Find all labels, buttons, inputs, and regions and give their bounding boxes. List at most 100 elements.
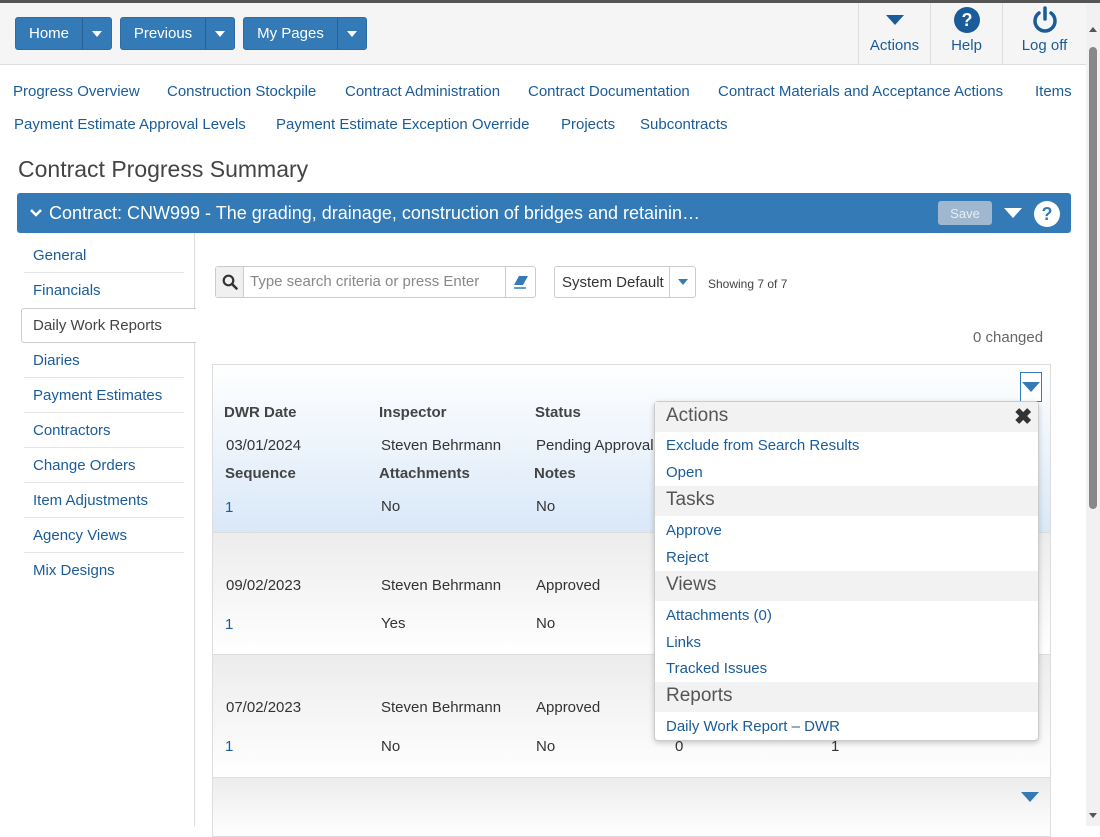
- status-value: Pending Approval: [536, 437, 654, 454]
- record-column-4-value: 0: [675, 738, 684, 755]
- chevron-down-icon: [92, 30, 102, 37]
- contract-menu-caret-icon[interactable]: [1003, 207, 1023, 219]
- nav-link-items[interactable]: Items: [1035, 83, 1072, 100]
- scroll-up-arrow-icon[interactable]: [1089, 27, 1097, 32]
- log-off-button[interactable]: Log off: [1002, 3, 1086, 65]
- nav-link-contract-administration[interactable]: Contract Administration: [345, 83, 501, 100]
- previous-label[interactable]: Previous: [121, 18, 206, 49]
- dwr-date-value: 03/01/2024: [226, 437, 302, 454]
- view-select-value: System Default: [562, 274, 664, 291]
- help-button[interactable]: ? Help: [930, 3, 1002, 65]
- sequence-link[interactable]: 1: [225, 738, 234, 755]
- sidebar-item-payment-estimates[interactable]: Payment Estimates: [33, 387, 163, 404]
- view-select[interactable]: System Default: [554, 266, 696, 298]
- window-top-border: [0, 0, 1100, 3]
- sidebar-item-general[interactable]: General: [33, 247, 87, 264]
- dwr-record-card[interactable]: [212, 777, 1051, 837]
- nav-link-progress-overview[interactable]: Progress Overview: [13, 83, 140, 100]
- vertical-scrollbar[interactable]: [1086, 3, 1100, 826]
- menu-item-attachments[interactable]: Attachments (0): [666, 607, 772, 624]
- status-value: Approved: [536, 577, 601, 594]
- previous-button[interactable]: Previous: [120, 17, 235, 50]
- menu-item-daily-work-report[interactable]: Daily Work Report – DWR: [666, 718, 840, 735]
- sidebar-item-contractors[interactable]: Contractors: [33, 422, 111, 439]
- clear-search-eraser-icon[interactable]: [505, 267, 535, 297]
- view-select-caret[interactable]: [669, 267, 695, 297]
- record-actions-toggle[interactable]: [1020, 372, 1042, 402]
- nav-link-payment-estimate-exception-override[interactable]: Payment Estimate Exception Override: [276, 116, 530, 133]
- chevron-down-icon[interactable]: [29, 207, 43, 219]
- nav-link-contract-documentation[interactable]: Contract Documentation: [528, 83, 690, 100]
- search-box: [215, 266, 536, 298]
- status-label: Status: [535, 404, 581, 421]
- sidebar-item-change-orders[interactable]: Change Orders: [33, 457, 136, 474]
- menu-item-open[interactable]: Open: [666, 464, 703, 481]
- menu-item-links[interactable]: Links: [666, 634, 702, 651]
- record-actions-toggle[interactable]: [1020, 787, 1040, 807]
- sidebar-item-mix-designs[interactable]: Mix Designs: [33, 562, 115, 579]
- menu-item-exclude-from-search[interactable]: Exclude from Search Results: [666, 437, 860, 454]
- sidebar-item-item-adjustments[interactable]: Item Adjustments: [33, 492, 149, 509]
- chevron-down-icon: [1022, 382, 1040, 392]
- chevron-down-icon: [677, 279, 688, 285]
- close-icon[interactable]: ✖: [1014, 404, 1033, 429]
- menu-section-header-tasks: Tasks: [655, 486, 1038, 516]
- notes-label: Notes: [534, 465, 576, 482]
- sequence-link[interactable]: 1: [225, 499, 234, 516]
- scrollbar-thumb[interactable]: [1089, 47, 1097, 509]
- nav-link-payment-estimate-approval-levels[interactable]: Payment Estimate Approval Levels: [14, 116, 246, 133]
- nav-link-subcontracts[interactable]: Subcontracts: [640, 116, 728, 133]
- home-button[interactable]: Home: [15, 17, 112, 50]
- sequence-link[interactable]: 1: [225, 616, 234, 633]
- help-icon: ?: [953, 3, 981, 37]
- nav-link-contract-materials[interactable]: Contract Materials and Acceptance Action…: [718, 83, 1004, 100]
- chevron-down-icon: [1021, 792, 1039, 802]
- contract-title: Contract: CNW999 - The grading, drainage…: [49, 203, 701, 223]
- nav-link-projects[interactable]: Projects: [561, 116, 616, 133]
- home-label[interactable]: Home: [16, 18, 83, 49]
- attachments-value: No: [381, 738, 401, 755]
- menu-item-tracked-issues[interactable]: Tracked Issues: [666, 660, 768, 677]
- menu-section-header-reports: Reports: [655, 682, 1038, 712]
- sidebar-item-daily-work-reports[interactable]: Daily Work Reports: [33, 317, 162, 334]
- inspector-label: Inspector: [379, 404, 447, 421]
- menu-item-approve[interactable]: Approve: [666, 522, 722, 539]
- my-pages-dropdown-caret[interactable]: [338, 18, 366, 49]
- home-dropdown-caret[interactable]: [83, 18, 111, 49]
- top-toolbar: Home Previous My Pages Actions ? Help Lo…: [0, 3, 1086, 65]
- sidebar-separator: [24, 447, 184, 448]
- menu-section-header-actions: Actions: [655, 402, 1038, 432]
- my-pages-button[interactable]: My Pages: [243, 17, 367, 50]
- attachments-value: No: [381, 498, 401, 515]
- contract-header-bar[interactable]: Contract: CNW999 - The grading, drainage…: [17, 193, 1071, 233]
- scroll-down-arrow-icon[interactable]: [1089, 813, 1097, 818]
- search-icon[interactable]: [216, 267, 244, 297]
- sidebar-item-agency-views[interactable]: Agency Views: [33, 527, 127, 544]
- sidebar-item-diaries[interactable]: Diaries: [33, 352, 80, 369]
- inspector-value: Steven Behrmann: [381, 577, 502, 594]
- sidebar-item-financials[interactable]: Financials: [33, 282, 101, 299]
- sidebar-divider: [194, 233, 195, 826]
- sidebar-separator: [24, 517, 184, 518]
- sidebar-active-tab: [21, 308, 196, 343]
- chevron-down-icon: [215, 30, 225, 37]
- record-actions-menu: Actions ✖ Exclude from Search Results Op…: [654, 401, 1039, 741]
- notes-value: No: [536, 615, 556, 632]
- save-button[interactable]: Save: [938, 201, 992, 225]
- nav-link-construction-stockpile[interactable]: Construction Stockpile: [167, 83, 317, 100]
- power-icon: [1030, 3, 1060, 37]
- dwr-date-value: 09/02/2023: [226, 577, 302, 594]
- menu-section-header-views: Views: [655, 571, 1038, 601]
- inspector-value: Steven Behrmann: [381, 437, 502, 454]
- sequence-label: Sequence: [225, 465, 296, 482]
- svg-text:?: ?: [1042, 204, 1053, 224]
- my-pages-label[interactable]: My Pages: [244, 18, 338, 49]
- status-value: Approved: [536, 699, 601, 716]
- menu-item-reject[interactable]: Reject: [666, 549, 709, 566]
- previous-dropdown-caret[interactable]: [206, 18, 234, 49]
- actions-button[interactable]: Actions: [858, 3, 930, 65]
- actions-label: Actions: [869, 37, 920, 54]
- help-icon[interactable]: ?: [1033, 200, 1061, 228]
- search-input[interactable]: [250, 273, 500, 290]
- dwr-date-label: DWR Date: [224, 404, 297, 421]
